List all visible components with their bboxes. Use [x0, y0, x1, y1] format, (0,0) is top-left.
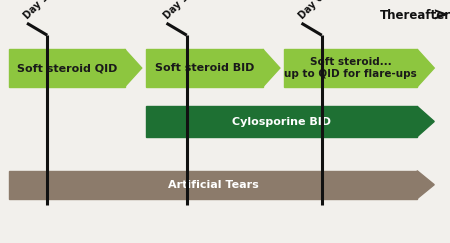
Polygon shape: [284, 49, 417, 87]
Text: Soft steroid QID: Soft steroid QID: [17, 63, 117, 73]
Polygon shape: [417, 171, 434, 199]
Polygon shape: [417, 106, 434, 137]
Polygon shape: [9, 49, 125, 87]
Text: Artificial Tears: Artificial Tears: [168, 180, 258, 190]
Text: Soft steroid BID: Soft steroid BID: [155, 63, 254, 73]
Polygon shape: [146, 49, 263, 87]
Text: Day 60: Day 60: [297, 0, 330, 21]
Text: Soft steroid...
up to QID for flare-ups: Soft steroid... up to QID for flare-ups: [284, 57, 417, 79]
Text: Thereafter: Thereafter: [380, 9, 450, 22]
Text: >: >: [432, 7, 447, 25]
Polygon shape: [417, 49, 434, 87]
Polygon shape: [125, 49, 142, 87]
Polygon shape: [146, 106, 417, 137]
Text: Cylosporine BID: Cylosporine BID: [232, 116, 331, 127]
Polygon shape: [9, 171, 417, 199]
Text: Day 14: Day 14: [162, 0, 195, 21]
Polygon shape: [263, 49, 280, 87]
Text: Day 1: Day 1: [22, 0, 51, 21]
